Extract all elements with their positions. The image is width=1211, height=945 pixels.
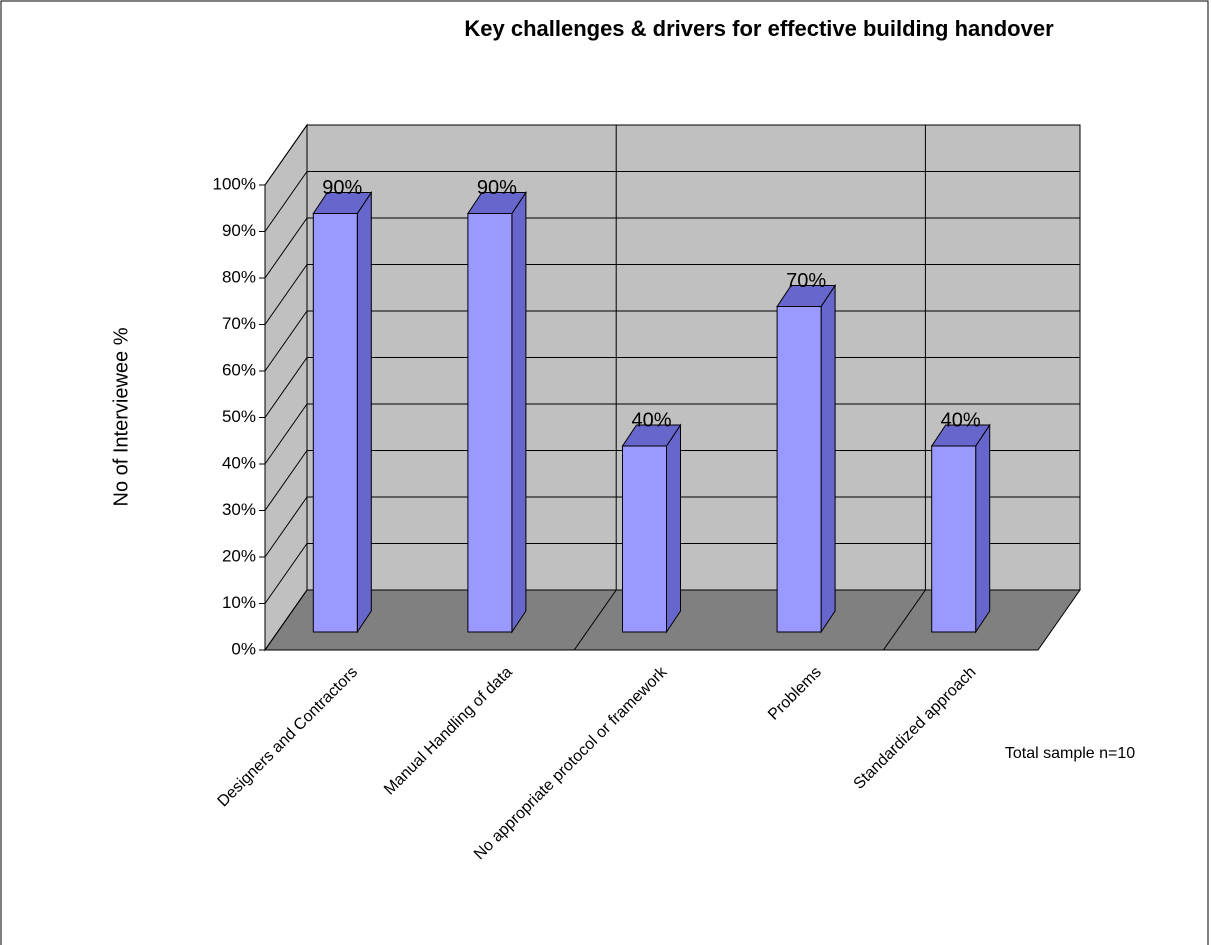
bar-front (931, 445, 977, 633)
grid-line (264, 403, 308, 465)
grid-line (264, 589, 308, 651)
bar (466, 190, 527, 634)
bar-front (312, 213, 358, 633)
y-tick-label: 0% (231, 639, 256, 658)
bar-side (820, 283, 836, 634)
value-label: 90% (322, 177, 362, 199)
annotation: Total sample n=10 (1005, 745, 1135, 762)
y-tick-label: 80% (222, 267, 256, 286)
bar (312, 190, 373, 634)
y-tick-label: 70% (222, 314, 256, 333)
y-tick-label: 50% (222, 407, 256, 426)
value-label: 90% (477, 177, 517, 199)
grid-line (264, 217, 308, 279)
bar-side (975, 423, 991, 634)
bar-side (511, 190, 527, 634)
y-tick-label: 30% (222, 500, 256, 519)
grid-line (264, 357, 308, 418)
grid-line (264, 171, 308, 232)
bar (930, 423, 991, 634)
bar (776, 283, 837, 634)
y-axis-label: No of Interviewee % (110, 327, 132, 506)
grid-line (264, 264, 308, 325)
bar-side (666, 423, 681, 634)
y-tick-label: 90% (222, 221, 256, 240)
grid-line (264, 450, 308, 511)
y-tick-label: 20% (222, 546, 256, 565)
grid-line (264, 310, 308, 372)
divider (573, 589, 617, 651)
bar-front (622, 445, 667, 633)
grid-line (264, 124, 308, 186)
bar-side (356, 190, 372, 634)
bar (621, 423, 682, 634)
bar-front (776, 306, 822, 633)
bar-front (467, 213, 513, 633)
y-tick-label: 100% (213, 174, 256, 193)
y-tick-label: 40% (222, 453, 256, 472)
y-tick-label: 60% (222, 360, 256, 379)
grid-line (264, 496, 308, 558)
value-label: 40% (941, 409, 981, 431)
value-label: 70% (786, 270, 826, 292)
value-label: 40% (631, 409, 671, 431)
grid-line (264, 543, 308, 604)
divider (882, 589, 926, 651)
y-tick-label: 10% (222, 593, 256, 612)
chart-title: Key challenges & drivers for effective b… (464, 16, 1054, 41)
